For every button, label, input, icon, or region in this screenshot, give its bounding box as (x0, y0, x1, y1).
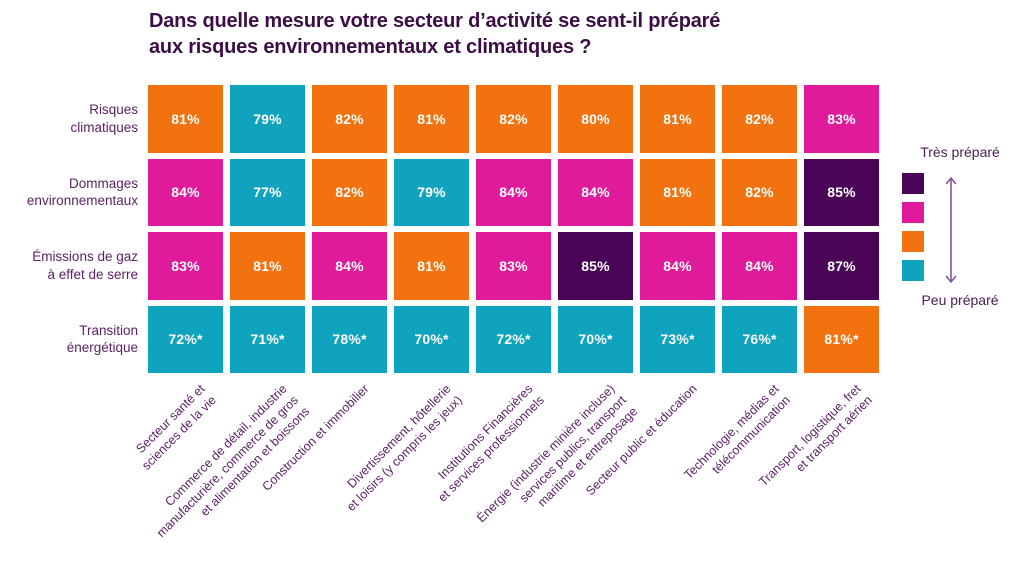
row-label: Émissions de gaz à effet de serre (32, 249, 138, 282)
heatmap-cell: 85% (558, 232, 633, 300)
heatmap-cell: 71%* (230, 305, 305, 373)
heatmap-cell: 72%* (148, 305, 223, 373)
heatmap-cell: 76%* (722, 305, 797, 373)
heatmap-cell: 79% (394, 158, 469, 226)
chart-title: Dans quelle mesure votre secteur d’activ… (149, 10, 721, 59)
heatmap-cell: 82% (476, 85, 551, 153)
heatmap-cell: 83% (148, 232, 223, 300)
legend-swatch-magenta (902, 202, 924, 223)
heatmap-cell: 81% (394, 232, 469, 300)
legend-label-peu-prepare: Peu préparé (921, 292, 999, 308)
row-label: Dommages environnementaux (26, 175, 138, 209)
legend-swatch-purple (902, 173, 924, 194)
heatmap-cell: 87% (804, 232, 879, 300)
legend-swatches (902, 173, 924, 289)
heatmap-cell: 82% (722, 158, 797, 226)
heatmap-cell: 81%* (804, 305, 879, 373)
heatmap-grid: 81% 79% 82% 81% 82% 80% 81% 82% 83% 84% 77% 82% 79% 8… (148, 85, 879, 373)
heatmap-cell: 83% (804, 85, 879, 153)
heatmap-cell: 81% (148, 85, 223, 153)
heatmap-cell: 79% (230, 85, 305, 153)
heatmap-cell: 70%* (394, 305, 469, 373)
heatmap-cell: 72%* (476, 305, 551, 373)
heatmap-cell: 84% (558, 158, 633, 226)
legend-swatch-teal (902, 260, 924, 281)
heatmap-cell: 81% (230, 232, 305, 300)
double-arrow-icon (945, 177, 957, 283)
heatmap-cell: 81% (640, 158, 715, 226)
heatmap-cell: 81% (640, 85, 715, 153)
heatmap-cell: 80% (558, 85, 633, 153)
heatmap-cell: 84% (148, 158, 223, 226)
heatmap-cell: 82% (312, 158, 387, 226)
row-label: Risques climatiques (70, 102, 138, 135)
heatmap-cell: 82% (722, 85, 797, 153)
heatmap-cell: 78%* (312, 305, 387, 373)
heatmap-cell: 85% (804, 158, 879, 226)
heatmap-cell: 84% (722, 232, 797, 300)
heatmap-cell: 84% (640, 232, 715, 300)
heatmap-cell: 82% (312, 85, 387, 153)
legend-label-tres-prepare: Très préparé (920, 144, 1000, 160)
heatmap-cell: 84% (476, 158, 551, 226)
heatmap-cell: 70%* (558, 305, 633, 373)
heatmap-cell: 84% (312, 232, 387, 300)
legend-swatch-orange (902, 231, 924, 252)
heatmap-cell: 77% (230, 158, 305, 226)
heatmap-cell: 81% (394, 85, 469, 153)
heatmap-cell: 83% (476, 232, 551, 300)
row-label: Transition énergétique (66, 322, 138, 356)
heatmap-cell: 73%* (640, 305, 715, 373)
